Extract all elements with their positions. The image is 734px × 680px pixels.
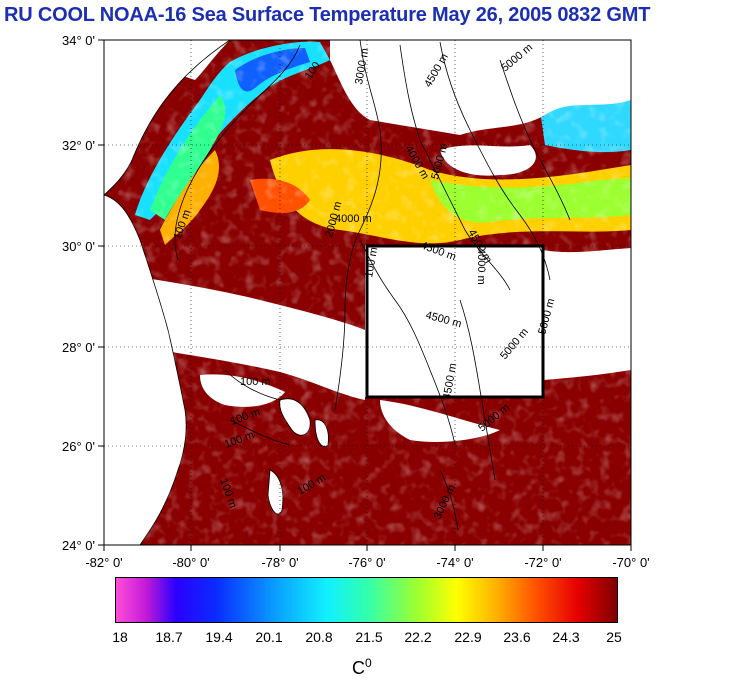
contour-4000m-south <box>439 469 459 531</box>
lon-label: -80° 0' <box>172 555 209 570</box>
contour-4500m <box>439 41 551 281</box>
study-area-box <box>365 244 545 399</box>
contour-5000m-mid <box>459 299 496 481</box>
map-title: RU COOL NOAA-16 Sea Surface Temperature … <box>4 4 651 26</box>
lat-label: 28° 0' <box>62 340 95 355</box>
contour-label: 100 m <box>363 246 380 278</box>
colorbar-tick: 18 <box>112 629 128 645</box>
map-frame: 100 3000 m 4500 m 5000 m 4000 m 5000 m 4… <box>104 40 631 545</box>
temperature-colorbar <box>115 577 618 623</box>
colorbar-tick: 21.5 <box>355 629 383 645</box>
contour-5000m-north <box>499 59 571 221</box>
lon-label: -72° 0' <box>524 555 561 570</box>
latitude-labels: 34° 0' 32° 0' 30° 0' 28° 0' 26° 0' 24° 0… <box>62 33 95 553</box>
lat-label: 34° 0' <box>62 33 95 48</box>
colorbar-tick: 22.9 <box>454 629 482 645</box>
longitude-labels: -82° 0' -80° 0' -78° 0' -76° 0' -74° 0' … <box>85 555 649 570</box>
colorbar-tick: 23.6 <box>503 629 531 645</box>
axis-ticks <box>98 39 632 551</box>
contour-label: 100 m <box>240 376 271 388</box>
colorbar-tick: 20.8 <box>305 629 333 645</box>
unit-superscript: 0 <box>365 656 372 670</box>
colorbar-tick: 20.1 <box>255 629 283 645</box>
grid <box>104 40 631 545</box>
contour-label: 4000 m <box>475 248 487 285</box>
lat-label: 32° 0' <box>62 138 95 153</box>
lon-label: -78° 0' <box>261 555 298 570</box>
contour-3000m <box>334 40 382 411</box>
colorbar-unit: C0 <box>352 656 372 679</box>
unit-label: C <box>352 658 365 678</box>
lon-label: -82° 0' <box>85 555 122 570</box>
colorbar-tick: 19.4 <box>205 629 233 645</box>
lon-label: -76° 0' <box>348 555 385 570</box>
colorbar-tick: 18.7 <box>155 629 183 645</box>
contour-label: 4000 m <box>335 213 372 225</box>
lon-label: -74° 0' <box>436 555 473 570</box>
contour-100m-bahamas <box>224 369 281 401</box>
lon-label: -70° 0' <box>612 555 649 570</box>
colorbar-tick: 22.2 <box>404 629 432 645</box>
contour-100m-bahamas-2 <box>229 419 291 446</box>
lat-label: 30° 0' <box>62 239 95 254</box>
lat-label: 26° 0' <box>62 439 95 454</box>
contour-4500m-mid <box>359 239 456 446</box>
colorbar-tick: 25 <box>606 629 622 645</box>
bathymetry-contours <box>174 40 571 531</box>
colorbar-tick: 24.3 <box>552 629 580 645</box>
contour-100m-north <box>174 44 301 261</box>
contour-4000m <box>399 44 511 291</box>
sst-map: 100 3000 m 4500 m 5000 m 4000 m 5000 m 4… <box>62 33 650 570</box>
lat-label: 24° 0' <box>62 538 95 553</box>
